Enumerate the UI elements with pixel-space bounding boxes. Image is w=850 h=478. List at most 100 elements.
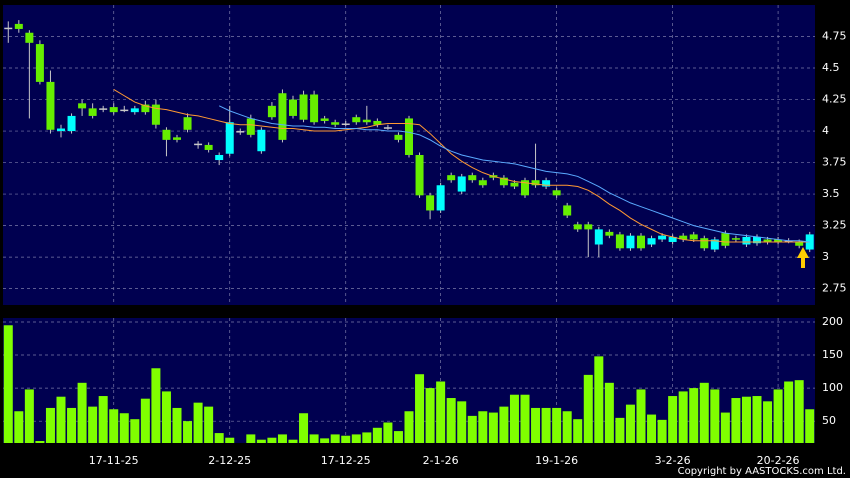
volume-bar (130, 419, 140, 443)
volume-bar (45, 407, 55, 443)
volume-bar (773, 389, 783, 443)
y-tick-label: 3.75 (822, 156, 847, 169)
candle-body (647, 238, 656, 245)
candle-body (637, 235, 645, 249)
arrow-marker (797, 247, 809, 268)
candle-body (130, 108, 139, 113)
volume-bar (183, 421, 193, 443)
volume-bar (56, 396, 66, 443)
volume-bar (499, 406, 509, 443)
candle-body (658, 235, 667, 240)
volume-bar (562, 411, 572, 443)
volume-bar (351, 434, 361, 443)
candle-body (383, 127, 392, 129)
candle-body (299, 94, 308, 120)
candle-body (35, 44, 44, 82)
candle-body (436, 185, 445, 211)
candle-body (289, 99, 297, 116)
candle-body (362, 119, 371, 123)
volume-bar (436, 381, 446, 443)
candle-body (78, 103, 87, 109)
candle-body (605, 231, 614, 236)
volume-bar (741, 396, 751, 443)
candle-body (679, 235, 688, 240)
y-tick-label: 100 (822, 381, 843, 394)
candle-body (25, 32, 34, 43)
volume-bar (288, 439, 298, 443)
volume-bar (488, 412, 498, 443)
volume-bar (784, 381, 794, 443)
volume-bar (805, 409, 815, 443)
candle-body (310, 94, 319, 123)
volume-bar (531, 407, 541, 443)
candle-body (257, 129, 266, 152)
y-tick-label: 4.75 (822, 30, 847, 43)
y-tick-label: 4 (822, 124, 829, 137)
candle-body (183, 117, 192, 130)
volume-bar (625, 404, 635, 443)
candle-body (721, 233, 730, 246)
volume-bar (330, 434, 340, 443)
volume-bar (299, 413, 309, 443)
candle-body (468, 175, 477, 181)
moving-average (113, 89, 810, 243)
volume-bar (552, 407, 562, 443)
candle-body (67, 115, 76, 132)
x-tick-label: 2-12-25 (208, 454, 251, 467)
candle-body (204, 144, 213, 150)
y-tick-label: 50 (822, 414, 836, 427)
volume-bar (24, 389, 34, 443)
y-tick-label: 3.25 (822, 219, 847, 232)
candle-body (236, 131, 245, 133)
volume-bar (267, 437, 277, 443)
volume-bar (109, 409, 119, 443)
candle-body (763, 239, 772, 242)
x-tick-label: 17-12-25 (321, 454, 371, 467)
x-tick-label: 20-2-26 (757, 454, 800, 467)
volume-bar (372, 427, 382, 443)
candle-body (352, 117, 361, 123)
volume-bar (720, 412, 730, 443)
volume-bar (731, 398, 741, 443)
candle-body (246, 118, 255, 135)
x-tick-label: 2-1-26 (423, 454, 459, 467)
volume-bar (583, 374, 593, 443)
candle-body (615, 234, 624, 249)
candle-body (331, 122, 340, 125)
volume-bar (151, 368, 161, 443)
volume-bar (193, 402, 203, 443)
volume-bar (425, 388, 435, 443)
volume-bar (794, 380, 804, 443)
volume-bar (246, 434, 256, 443)
candle-body (753, 236, 761, 244)
candle-body (215, 155, 224, 161)
candle-body (320, 118, 329, 121)
candle-body (4, 27, 13, 30)
candle-body (542, 180, 551, 187)
candle-body (478, 180, 487, 186)
volume-bar (225, 437, 235, 443)
candle-body (774, 239, 783, 242)
candle-body (225, 122, 234, 154)
copyright: Copyright by AASTOCKS.com Ltd. (678, 466, 846, 477)
candle-body (710, 239, 719, 250)
candle-body (120, 109, 129, 112)
volume-bar (277, 434, 287, 443)
volume-bar (457, 401, 467, 443)
y-tick-label: 200 (822, 315, 843, 328)
volume-bar (320, 438, 330, 443)
volume-bar (77, 382, 87, 443)
volume-bar (88, 406, 98, 443)
x-tick-label: 3-2-26 (655, 454, 691, 467)
volume-bar (362, 432, 372, 443)
candle-body (784, 240, 793, 243)
volume-bar (689, 388, 699, 443)
volume-bar (309, 434, 319, 443)
candle-body (194, 143, 203, 146)
candle-body (626, 235, 635, 249)
candle-body (447, 175, 456, 181)
candle-body (731, 238, 740, 240)
volume-bar (204, 406, 214, 443)
candle-body (552, 190, 561, 196)
volume-bar (668, 396, 678, 443)
